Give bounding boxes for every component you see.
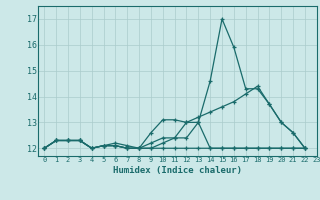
- X-axis label: Humidex (Indice chaleur): Humidex (Indice chaleur): [113, 166, 242, 175]
